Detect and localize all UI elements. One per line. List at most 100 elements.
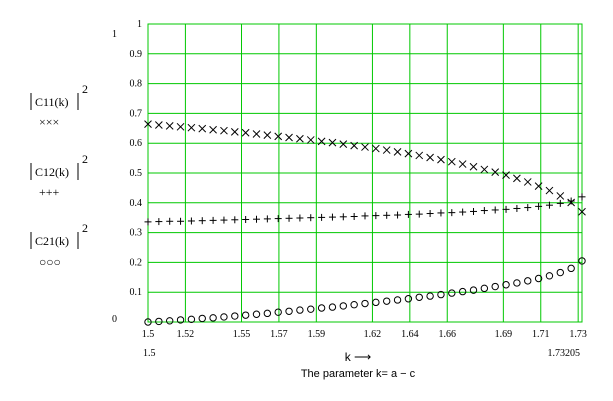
- x-tick-label: 1.55: [233, 329, 251, 340]
- data-point-cross: [415, 151, 424, 160]
- cross-stroke: [415, 151, 424, 160]
- y-tick-label: 0.1: [130, 287, 143, 298]
- cross-stroke: [230, 128, 239, 136]
- data-point-plus: [394, 211, 402, 219]
- data-point-cross: [350, 141, 359, 150]
- data-point-cross: [393, 147, 402, 156]
- data-point-cross: [154, 121, 163, 129]
- cross-stroke: [274, 132, 283, 141]
- x-tick-label: 1.52: [177, 329, 195, 340]
- cross-stroke: [263, 131, 272, 140]
- y-range-label-max: 1: [112, 29, 117, 40]
- data-point-circle: [328, 303, 337, 311]
- y-tick-label: 1: [137, 19, 142, 30]
- legend-entry-c21: C21(k) 2 ○○○: [30, 221, 88, 269]
- data-point-cross: [285, 133, 293, 142]
- cross-stroke: [382, 146, 391, 154]
- cross-stroke: [361, 143, 369, 151]
- cross-stroke: [306, 136, 315, 144]
- data-point-circle: [513, 279, 521, 287]
- data-point-circle: [155, 317, 163, 326]
- cross-stroke: [220, 126, 228, 135]
- cross-stroke: [144, 120, 152, 128]
- data-point-circle: [285, 307, 293, 315]
- data-point-circle: [263, 309, 272, 318]
- data-point-plus: [274, 215, 282, 223]
- legend-label: C11(k): [35, 95, 69, 109]
- data-point-plus: [307, 214, 315, 222]
- data-point-circle: [252, 310, 261, 318]
- cross-stroke: [426, 153, 434, 162]
- data-point-cross: [371, 144, 380, 153]
- data-point-cross: [534, 182, 543, 190]
- data-point-cross: [339, 140, 348, 148]
- x-tick-label: 1.69: [495, 329, 513, 340]
- cross-stroke: [556, 192, 565, 200]
- cross-stroke: [513, 174, 521, 183]
- data-point-cross: [545, 186, 554, 195]
- cross-stroke: [241, 128, 250, 137]
- data-point-plus: [339, 213, 347, 221]
- data-point-circle: [209, 314, 217, 322]
- cross-stroke: [317, 137, 326, 146]
- data-point-circle: [480, 284, 489, 293]
- data-point-plus: [524, 204, 532, 212]
- cross-stroke: [469, 162, 478, 171]
- axis-layer: [147, 23, 583, 323]
- y-tick-label: 0.8: [130, 79, 143, 90]
- cross-stroke: [198, 124, 207, 133]
- data-point-circle: [166, 317, 174, 325]
- data-point-cross: [458, 160, 467, 168]
- data-point-cross: [328, 138, 337, 147]
- legend-exponent: 2: [82, 221, 88, 235]
- data-point-circle: [339, 302, 347, 310]
- data-point-cross: [176, 122, 185, 131]
- data-point-cross: [198, 124, 207, 133]
- data-point-plus: [318, 213, 326, 221]
- data-point-plus: [437, 209, 445, 217]
- data-point-circle: [372, 298, 380, 307]
- cross-stroke: [154, 121, 163, 129]
- legend-exponent: 2: [82, 82, 88, 96]
- x-tick-label: 1.57: [270, 329, 288, 340]
- data-point-circle: [578, 257, 586, 265]
- cross-stroke: [545, 186, 554, 195]
- data-point-cross: [209, 125, 217, 134]
- x-tick-label: 1.5: [142, 329, 155, 340]
- data-point-plus: [567, 197, 575, 205]
- data-point-circle: [404, 295, 413, 303]
- legend-marker-text: ×××: [39, 115, 59, 129]
- data-point-circle: [491, 282, 499, 291]
- data-point-plus: [556, 199, 564, 207]
- data-point-circle: [502, 281, 510, 289]
- cross-stroke: [437, 155, 445, 164]
- data-point-circle: [556, 268, 564, 277]
- data-point-circle: [220, 313, 228, 321]
- data-point-circle: [448, 289, 456, 297]
- legend-entry-c12: C12(k) 2 +++: [30, 152, 88, 199]
- data-point-plus: [578, 193, 586, 201]
- data-point-circle: [567, 264, 575, 273]
- cross-stroke: [534, 182, 543, 190]
- data-point-plus: [263, 215, 271, 223]
- x-axis-sublabel: The parameter k= a − c: [301, 368, 416, 380]
- data-point-plus: [372, 212, 380, 220]
- data-point-plus: [545, 201, 553, 209]
- data-point-circle: [393, 296, 402, 304]
- data-point-plus: [426, 210, 434, 218]
- data-point-circle: [534, 274, 543, 283]
- data-point-cross: [296, 134, 304, 143]
- data-point-circle: [415, 293, 423, 301]
- data-point-circle: [350, 301, 358, 309]
- data-point-plus: [231, 216, 239, 224]
- cross-stroke: [328, 138, 337, 147]
- y-tick-label: 0.6: [130, 138, 143, 149]
- grid-layer: [147, 23, 582, 322]
- data-point-circle: [231, 312, 239, 320]
- data-point-plus: [480, 207, 488, 215]
- cross-stroke: [252, 130, 261, 138]
- data-point-cross: [187, 123, 196, 132]
- data-point-circle: [187, 315, 196, 324]
- data-point-cross: [556, 192, 565, 200]
